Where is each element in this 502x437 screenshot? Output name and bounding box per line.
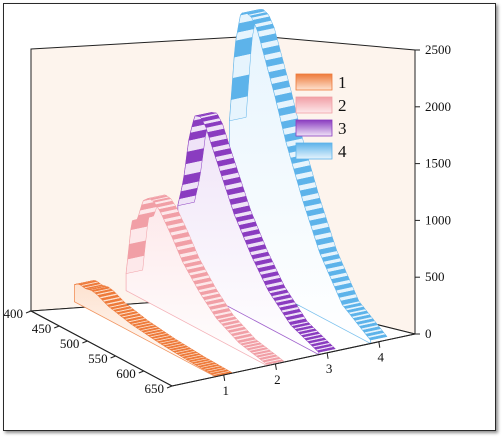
z-tick-label: 0 (425, 326, 432, 341)
series-3-ribbon-segment (316, 346, 336, 353)
series-curves (74, 9, 388, 378)
legend-swatch-1 (295, 73, 333, 91)
x-axis-line (30, 310, 173, 387)
y-tick-label: 3 (326, 361, 333, 376)
series-1 (74, 280, 233, 378)
y-tick-label: 2 (274, 372, 281, 387)
z-tick-label: 2500 (425, 42, 451, 57)
y-axis-line (171, 333, 416, 387)
series-4-ribbon-segment (230, 74, 250, 100)
z-tick-label: 500 (425, 269, 445, 284)
waterfall-chart: 400 450 500 550 600 650 1 2 3 4 0 500 1000 1500 2000 25… (4, 9, 452, 398)
y-tick-label: 1 (222, 383, 229, 398)
x-tick-mark (166, 385, 173, 389)
chart-frame: 400 450 500 550 600 650 1 2 3 4 0 500 1000 1500 2000 25… (3, 3, 496, 431)
z-tick-label: 1000 (425, 212, 451, 227)
x-tick-mark (82, 340, 88, 344)
legend-label-1: 1 (338, 73, 347, 92)
series-2-ribbon-segment (265, 359, 285, 365)
legend: 1 2 3 4 (295, 73, 347, 161)
x-tick-label: 400 (4, 306, 23, 321)
legend-swatch-3 (295, 119, 333, 137)
series-4-ribbon-segment (368, 334, 388, 341)
y-tick-mark (223, 374, 226, 382)
x-tick-label: 500 (60, 336, 80, 351)
tick-labels: 400 450 500 550 600 650 1 2 3 4 0 500 1000 1500 2000 25… (4, 42, 452, 398)
series-2 (125, 194, 285, 367)
legend-swatch-4 (295, 142, 333, 160)
z-tick-label: 1500 (425, 156, 451, 171)
legend-label-2: 2 (338, 96, 347, 115)
legend-label-3: 3 (338, 119, 347, 138)
y-tick-mark (378, 341, 381, 348)
legend-swatch-2 (295, 96, 333, 114)
axes (30, 50, 416, 387)
x-tick-mark (25, 310, 32, 314)
x-tick-label: 600 (116, 366, 136, 381)
x-tick-mark (54, 325, 60, 329)
x-tick-label: 450 (32, 321, 52, 336)
series-1-ribbon-segment (213, 371, 233, 377)
x-tick-mark (110, 355, 116, 359)
x-tick-label: 550 (88, 351, 108, 366)
y-tick-mark (326, 352, 329, 359)
x-tick-mark (138, 370, 144, 374)
z-tick-label: 2000 (425, 99, 451, 114)
series-4-ribbon-segment (232, 53, 252, 79)
y-tick-label: 4 (378, 350, 385, 365)
legend-label-4: 4 (338, 142, 347, 161)
x-tick-label: 650 (145, 381, 165, 396)
y-tick-mark (274, 363, 277, 370)
series-4-ribbon-segment (229, 95, 248, 122)
